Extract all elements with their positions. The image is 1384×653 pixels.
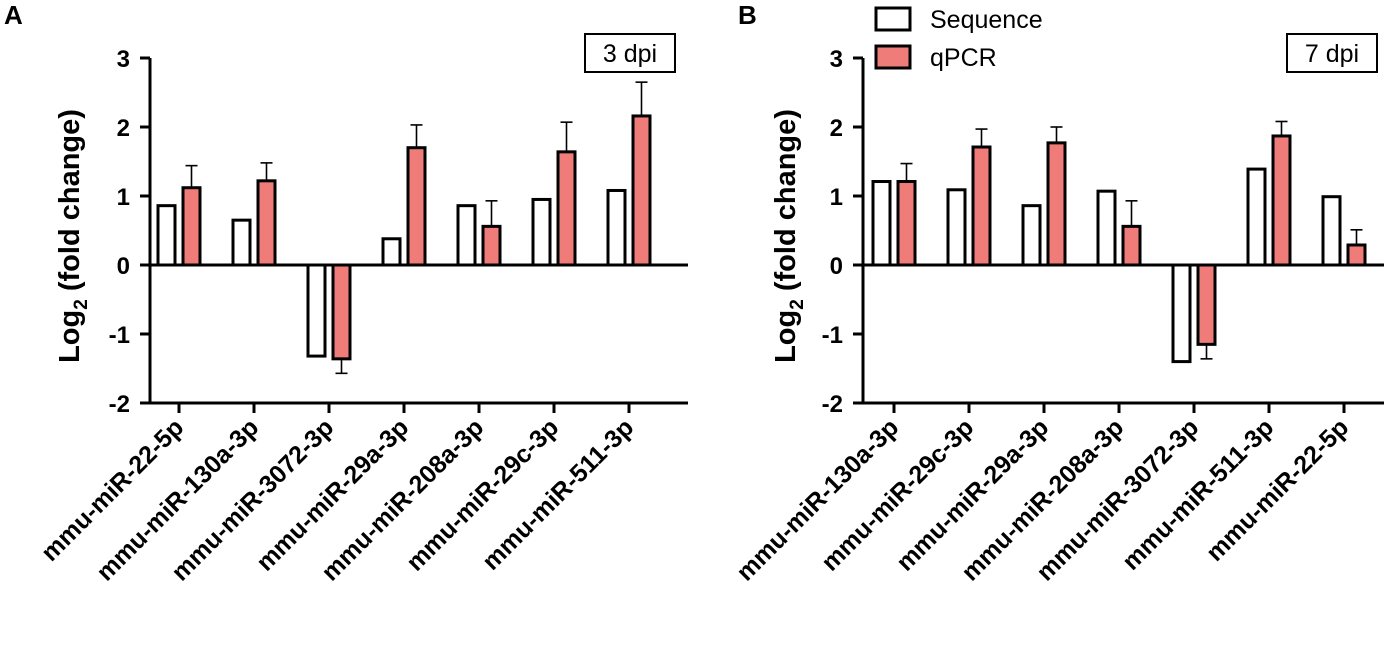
- error-bar-qpcr: [1350, 229, 1363, 245]
- error-bar-qpcr: [485, 200, 498, 227]
- annotation-b: 7 dpi: [1305, 40, 1359, 68]
- error-bar-qpcr: [1200, 344, 1213, 360]
- legend-swatch-qpcr: [874, 44, 912, 70]
- y-tick-label-b: -2: [822, 391, 843, 418]
- y-tick-label-b: 2: [830, 115, 843, 142]
- bar-qpcr: [971, 145, 992, 267]
- legend-swatch-sequence: [874, 6, 912, 32]
- error-bar-qpcr: [410, 124, 423, 148]
- panel-letter-a: A: [4, 0, 23, 30]
- category-label-b: mmu-miR-22-5p: [1201, 413, 1354, 566]
- error-bar-qpcr: [335, 358, 348, 375]
- bar-qpcr: [331, 263, 352, 361]
- plot-area-b: -2-10123mmu-miR-130a-3pmmu-miR-29c-3pmmu…: [731, 46, 1384, 586]
- legend-label-qpcr: qPCR: [930, 44, 997, 72]
- bar-sequence: [946, 188, 967, 267]
- y-tick-label-b: -1: [822, 322, 843, 349]
- y-tick-label-a: 0: [117, 253, 130, 280]
- bar-sequence: [1321, 195, 1342, 267]
- bar-sequence: [871, 180, 892, 267]
- bar-sequence: [231, 218, 252, 267]
- bar-qpcr: [631, 114, 652, 267]
- y-tick-label-a: 2: [117, 115, 130, 142]
- error-bar-qpcr: [1125, 200, 1138, 227]
- plot-area-a: -2-10123mmu-miR-22-5pmmu-miR-130a-3pmmu-…: [36, 46, 688, 586]
- bar-qpcr: [1271, 134, 1292, 267]
- bar-sequence: [1246, 167, 1267, 267]
- bar-qpcr: [406, 146, 427, 267]
- error-bar-qpcr: [560, 121, 573, 152]
- bar-sequence: [1021, 204, 1042, 267]
- error-bar-qpcr: [1050, 126, 1063, 143]
- error-bar-qpcr: [900, 162, 913, 182]
- y-tick-label-b: 3: [830, 46, 843, 73]
- bar-sequence: [156, 204, 177, 267]
- legend-label-sequence: Sequence: [930, 6, 1043, 34]
- bar-sequence: [1096, 189, 1117, 267]
- panel-letter-b: B: [738, 0, 757, 30]
- y-tick-label-a: -1: [109, 322, 130, 349]
- category-label-a: mmu-miR-22-5p: [36, 413, 189, 566]
- annotation-box-a: 3 dpi: [584, 33, 676, 73]
- bar-sequence: [306, 263, 327, 358]
- bar-qpcr: [256, 179, 277, 267]
- y-tick-label-b: 0: [830, 253, 843, 280]
- bar-qpcr: [1346, 243, 1367, 267]
- y-tick-label-a: 1: [117, 184, 130, 211]
- bar-qpcr: [1121, 224, 1142, 267]
- error-bar-qpcr: [635, 81, 648, 116]
- bar-sequence: [456, 204, 477, 267]
- y-tick-label-a: -2: [109, 391, 130, 418]
- bar-sequence: [531, 197, 552, 267]
- y-axis-label-b: Log2 (fold change): [770, 109, 808, 363]
- bar-qpcr: [1046, 141, 1067, 267]
- error-bar-qpcr: [1275, 120, 1288, 136]
- annotation-a: 3 dpi: [603, 40, 657, 68]
- bar-qpcr: [896, 180, 917, 267]
- bar-qpcr: [556, 150, 577, 267]
- bar-qpcr: [181, 186, 202, 267]
- bar-sequence: [606, 188, 627, 267]
- error-bar-qpcr: [260, 162, 273, 181]
- error-bar-qpcr: [185, 164, 198, 188]
- y-axis-label-a: Log2 (fold change): [54, 109, 92, 363]
- legend: Sequence qPCR: [874, 6, 1043, 72]
- bar-qpcr: [481, 224, 502, 267]
- annotation-box-b: 7 dpi: [1286, 33, 1378, 73]
- y-tick-label-b: 1: [830, 184, 843, 211]
- error-bar-qpcr: [975, 128, 988, 148]
- bar-qpcr: [1196, 263, 1217, 346]
- bar-sequence: [381, 237, 402, 267]
- y-tick-label-a: 3: [117, 46, 130, 73]
- bar-sequence: [1171, 263, 1192, 364]
